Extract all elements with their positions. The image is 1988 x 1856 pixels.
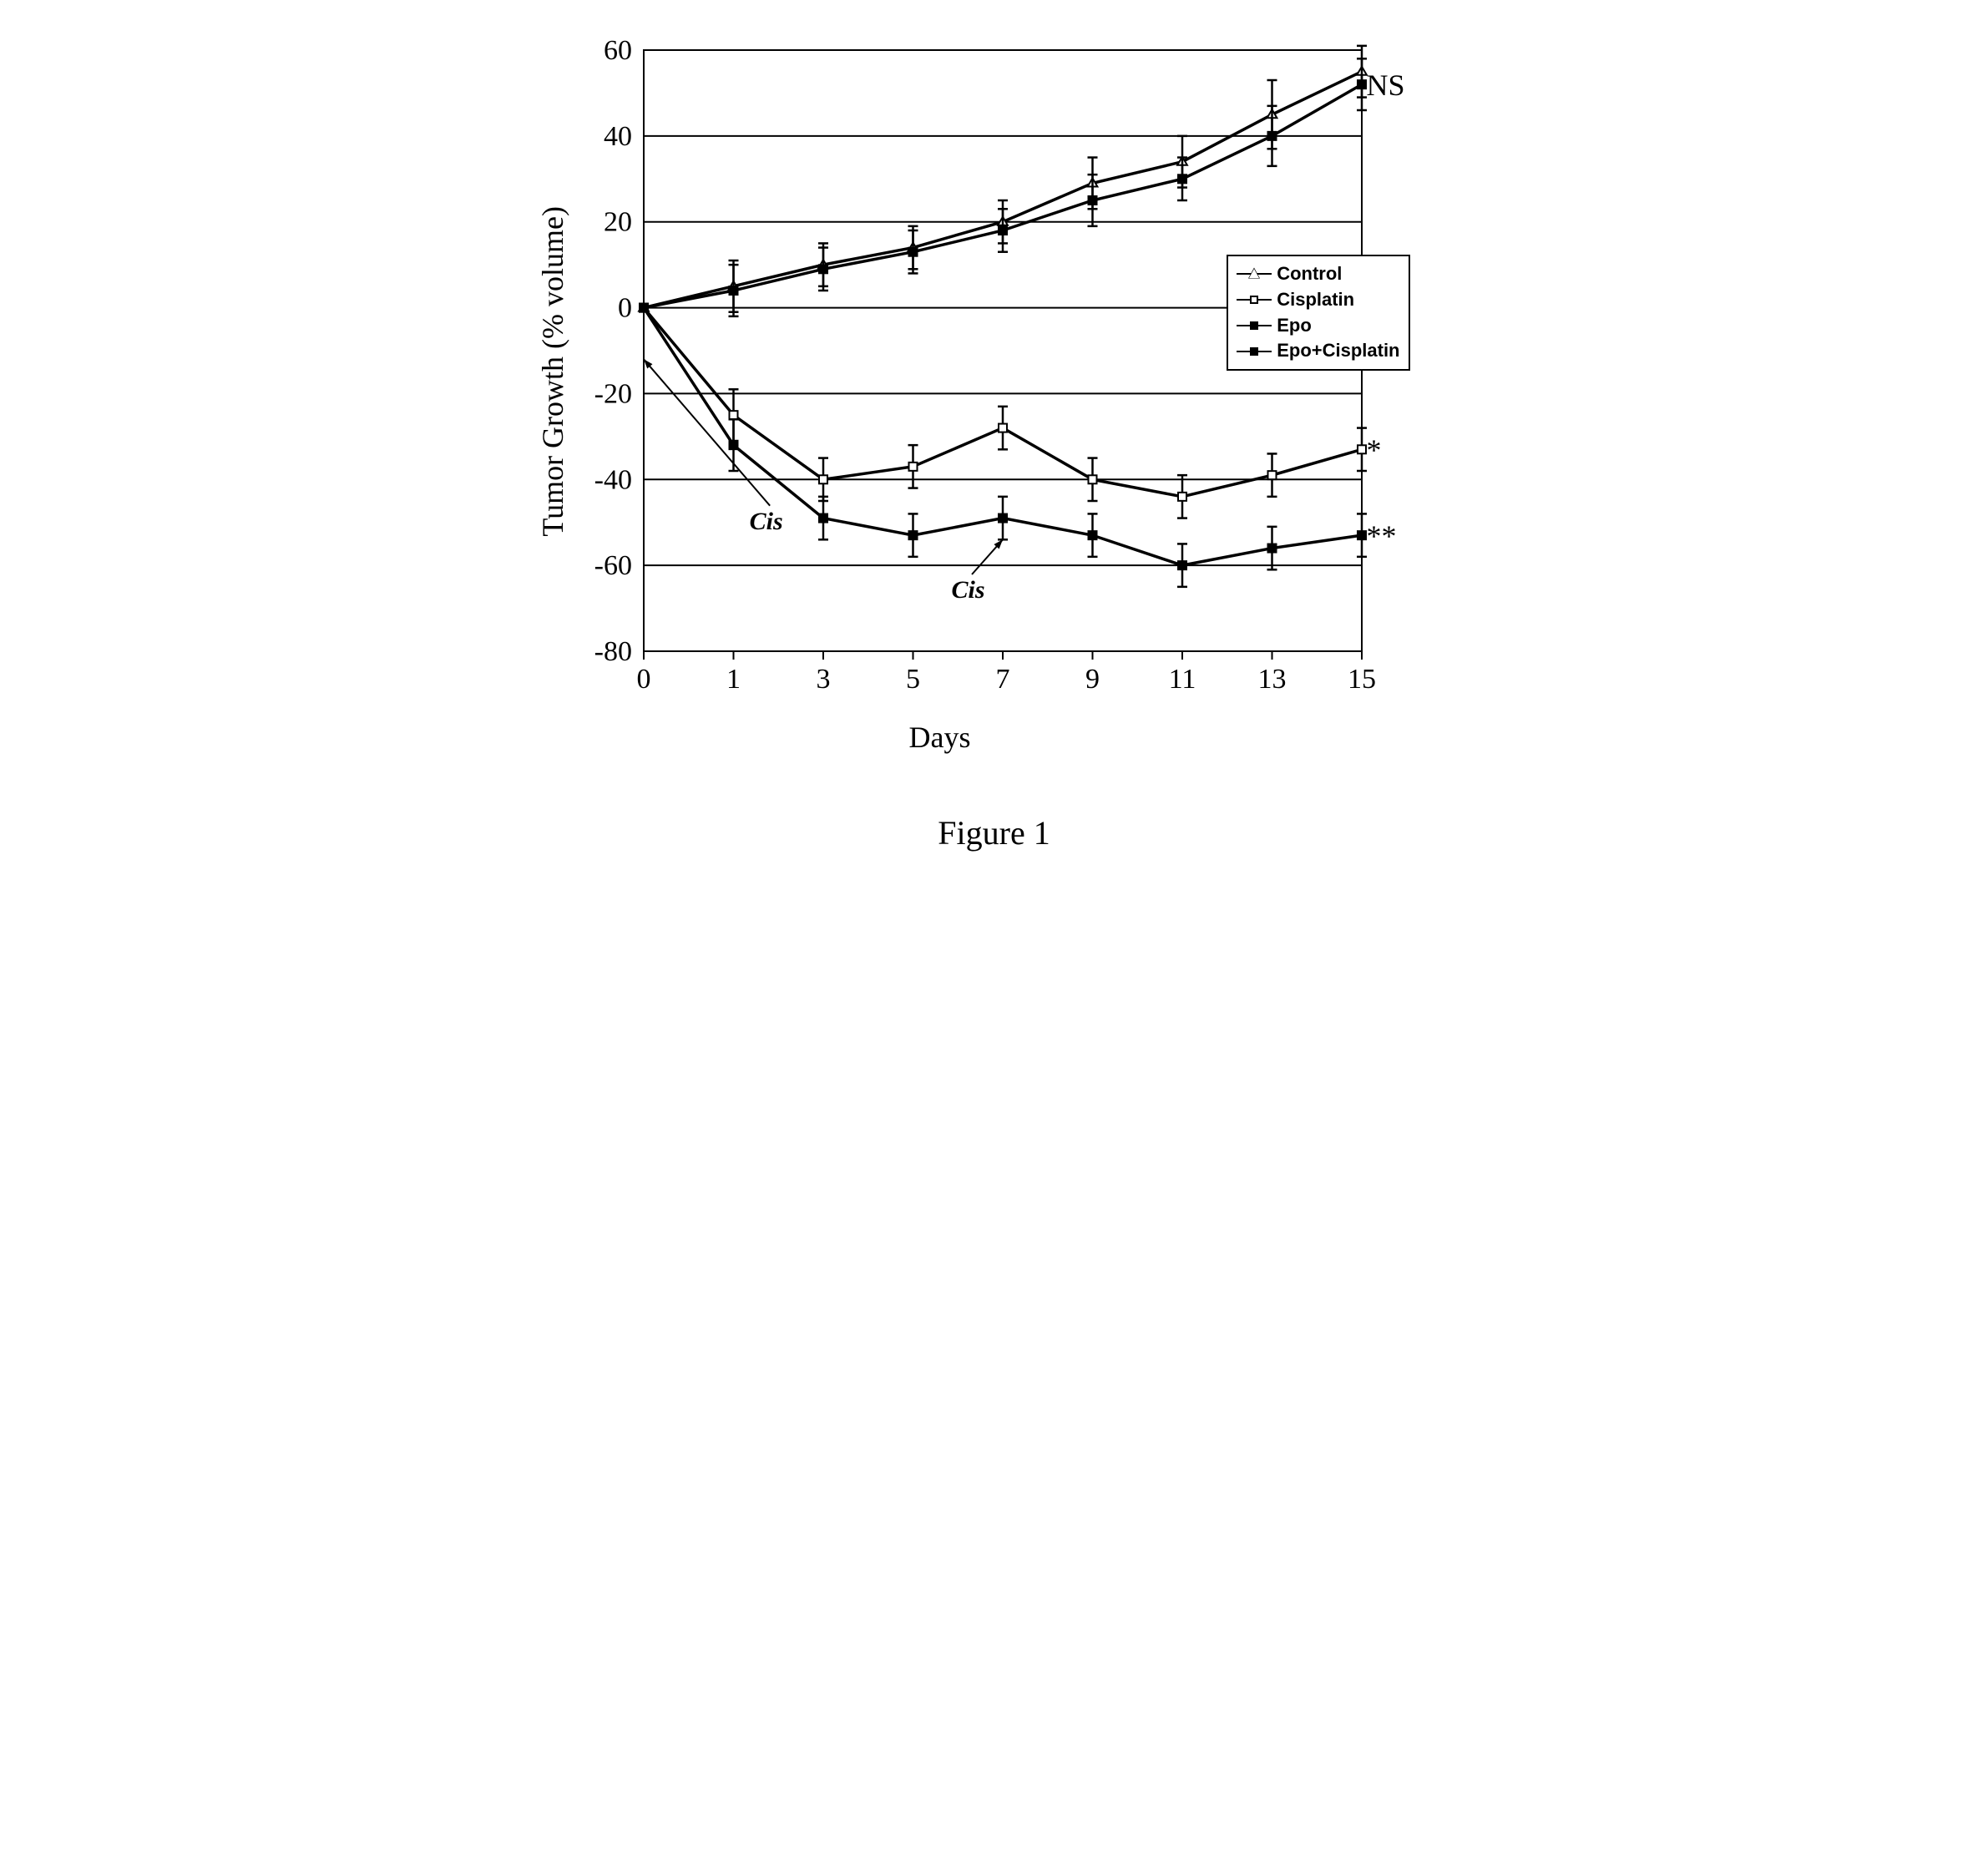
svg-text:9: 9 — [1085, 664, 1100, 695]
end-label: * — [1367, 432, 1382, 468]
legend-marker-icon — [1237, 268, 1272, 280]
legend-item-cisplatin: Cisplatin — [1237, 287, 1399, 313]
legend-marker-icon — [1237, 294, 1272, 306]
legend-marker-icon — [1237, 346, 1272, 357]
figure: Tumor Growth (% volume) -80 -60 -40 -20 0 20 4… — [535, 33, 1454, 852]
chart-body: -80-60-40-200204060013579111315 ControlC… — [577, 33, 1387, 710]
svg-text:7: 7 — [995, 664, 1009, 695]
svg-text:-80: -80 — [594, 636, 631, 667]
svg-text:15: 15 — [1348, 664, 1376, 695]
annotation-cis: Cis — [952, 576, 985, 604]
svg-text:60: 60 — [604, 35, 632, 66]
legend-item-epo: Epo — [1237, 313, 1399, 339]
legend-item-epo-cisplatin: Epo+Cisplatin — [1237, 338, 1399, 364]
annotation-cis: Cis — [750, 508, 783, 536]
svg-text:0: 0 — [618, 293, 632, 324]
end-label: ** — [1367, 518, 1397, 554]
legend-marker-icon — [1237, 320, 1272, 331]
svg-text:13: 13 — [1257, 664, 1286, 695]
figure-caption: Figure 1 — [535, 813, 1454, 852]
x-axis-label: Days — [535, 720, 1345, 755]
svg-text:11: 11 — [1168, 664, 1196, 695]
chart-container: Tumor Growth (% volume) -80 -60 -40 -20 0 20 4… — [535, 33, 1454, 710]
y-axis-label: Tumor Growth (% volume) — [535, 206, 570, 537]
svg-text:20: 20 — [604, 207, 632, 238]
svg-text:40: 40 — [604, 121, 632, 152]
end-label: NS — [1367, 68, 1405, 103]
svg-text:-20: -20 — [594, 378, 631, 409]
svg-text:1: 1 — [726, 664, 741, 695]
legend-label: Control — [1277, 261, 1342, 287]
svg-text:5: 5 — [906, 664, 920, 695]
legend-label: Epo — [1277, 313, 1312, 339]
line-chart-svg: -80-60-40-200204060013579111315 — [577, 33, 1387, 710]
legend-item-control: Control — [1237, 261, 1399, 287]
svg-text:-40: -40 — [594, 464, 631, 495]
legend-label: Epo+Cisplatin — [1277, 338, 1399, 364]
svg-text:0: 0 — [636, 664, 650, 695]
legend-label: Cisplatin — [1277, 287, 1354, 313]
svg-text:3: 3 — [816, 664, 830, 695]
svg-text:-60: -60 — [594, 550, 631, 581]
legend: ControlCisplatinEpoEpo+Cisplatin — [1227, 255, 1409, 371]
